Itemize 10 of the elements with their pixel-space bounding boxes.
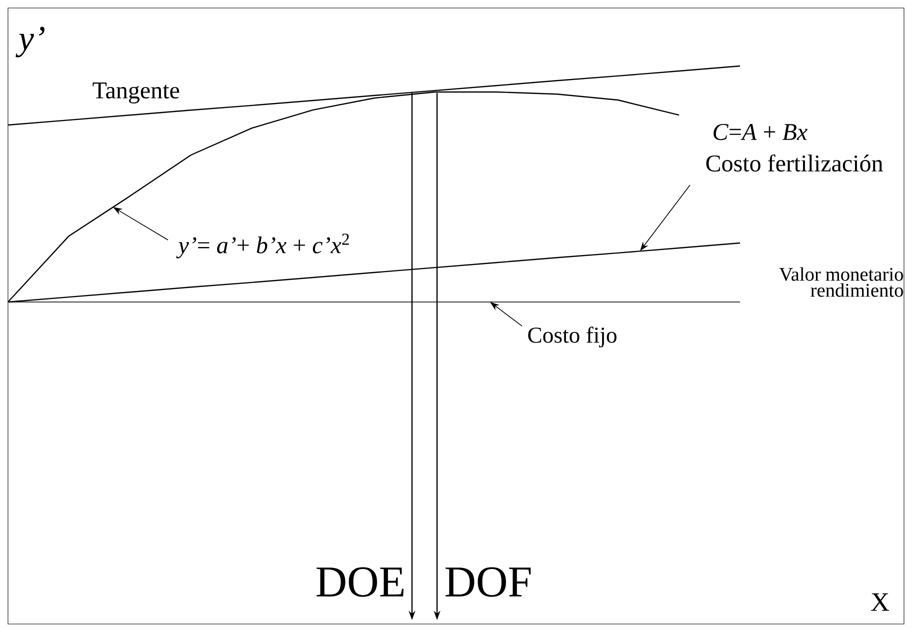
annotation: C=A + Bx <box>714 124 808 140</box>
series-label: Tangente <box>92 82 180 104</box>
y-axis-title: y’ <box>16 26 44 58</box>
text: X <box>871 593 890 611</box>
text: Valor monetario rendimiento <box>779 267 904 297</box>
annotation: y’= a’+ b’x + c’x$^{2}$ <box>176 234 349 258</box>
legend-label: Costo fijo <box>528 326 616 348</box>
text: DOF <box>446 567 531 597</box>
annotation: Costo fertilización <box>706 154 883 172</box>
text: DOE <box>316 567 404 597</box>
